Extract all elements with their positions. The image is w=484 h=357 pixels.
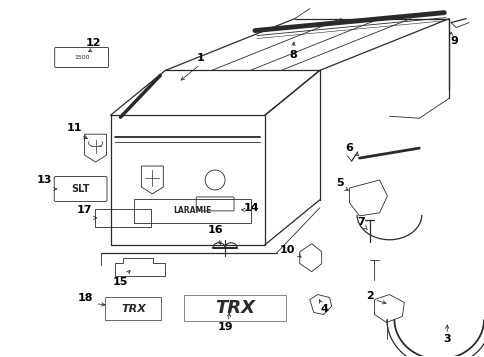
- Text: 18: 18: [78, 292, 93, 302]
- Text: 2: 2: [365, 291, 373, 301]
- Text: 7: 7: [357, 217, 364, 227]
- Text: 6: 6: [345, 143, 353, 153]
- Text: 1500: 1500: [74, 55, 89, 60]
- Text: 11: 11: [67, 123, 82, 133]
- Text: 19: 19: [217, 322, 232, 332]
- Text: 14: 14: [243, 203, 259, 213]
- Text: LARAMIE: LARAMIE: [173, 206, 212, 215]
- Text: 3: 3: [442, 335, 450, 345]
- Text: TRX: TRX: [214, 300, 255, 317]
- Text: 5: 5: [335, 178, 343, 188]
- Text: 9: 9: [449, 36, 457, 46]
- Text: 4: 4: [320, 305, 328, 315]
- Text: 13: 13: [37, 175, 52, 185]
- Text: 12: 12: [86, 37, 101, 47]
- Text: 15: 15: [113, 277, 128, 287]
- Text: 1: 1: [196, 54, 204, 64]
- Text: 17: 17: [76, 205, 92, 215]
- Text: TRX: TRX: [121, 305, 146, 315]
- Text: 10: 10: [280, 245, 295, 255]
- Text: 16: 16: [207, 225, 223, 235]
- Text: 8: 8: [288, 50, 296, 60]
- Text: SLT: SLT: [71, 184, 90, 194]
